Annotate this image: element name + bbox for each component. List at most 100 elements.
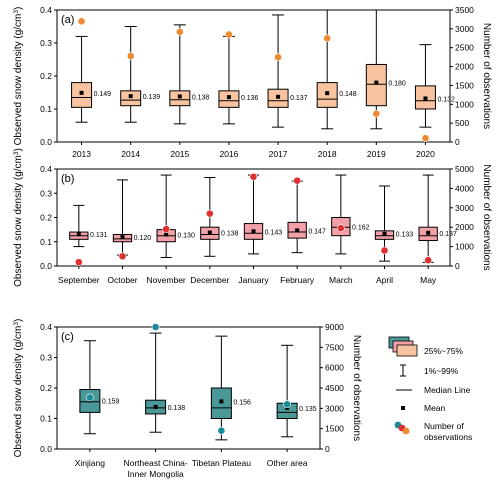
box-2: 2015 0.138 — [169, 24, 209, 159]
mean-marker — [79, 90, 84, 95]
box-2: November 0.130 — [147, 174, 195, 285]
mean-marker — [153, 404, 158, 409]
observations-marker — [175, 27, 184, 36]
y2-axis-label: Number of observations — [481, 23, 492, 129]
panel-a: (a) 0.0 0.1 0.2 0.3 0.4 0 500 1000 1500 2000 2500 30… — [13, 5, 493, 159]
x-tick-label: Tibetan Plateau — [192, 458, 251, 468]
x-tick-label: 2017 — [269, 149, 288, 159]
mean-label: 0.162 — [352, 225, 370, 232]
mean-label: 0.120 — [134, 235, 152, 242]
mean-marker — [382, 231, 387, 236]
y2-tick-label: 0 — [455, 137, 460, 147]
y2-tick-label: 1500 — [455, 80, 474, 90]
mean-label: 0.148 — [339, 91, 357, 98]
box-0: Xinjiang 0.159 — [75, 340, 119, 468]
mean-label: 0.137 — [439, 231, 457, 238]
y-tick-label: 0.2 — [40, 213, 52, 223]
legend-obs-orange — [402, 427, 410, 435]
x-tick-label: November — [147, 275, 186, 285]
y2-tick-label: 2000 — [455, 222, 474, 232]
observations-marker — [323, 34, 332, 43]
observations-marker — [274, 53, 282, 62]
x-tick-label: 2013 — [72, 149, 91, 159]
mean-marker — [177, 94, 182, 99]
x-tick-label: 2016 — [219, 149, 238, 159]
x-tick-label: January — [238, 275, 269, 285]
y-tick-label: 0.2 — [40, 71, 52, 81]
x-tick-label: February — [280, 275, 315, 285]
mean-label: 0.143 — [265, 229, 283, 236]
plot-frame — [56, 326, 321, 450]
mean-marker — [219, 399, 224, 404]
mean-marker — [226, 95, 231, 100]
y-tick-label: 0.0 — [40, 137, 52, 147]
y2-tick-label: 1500 — [325, 424, 344, 434]
y2-tick-label: 0 — [455, 261, 460, 271]
box-1: October 0.120 — [107, 179, 152, 285]
y-tick-label: 0.3 — [40, 188, 52, 198]
observations-marker — [249, 172, 258, 181]
iqr-box — [120, 90, 142, 107]
legend-mean-label: Mean — [424, 403, 446, 413]
x-tick-label: 2019 — [367, 149, 386, 159]
observations-marker — [74, 258, 83, 267]
y-tick-label: 0.1 — [40, 104, 52, 114]
mean-marker — [423, 96, 428, 101]
panel-c: (c) 0.0 0.1 0.2 0.3 0.4 0 1500 3000 4500 6000 7500 9… — [13, 319, 363, 479]
observations-marker — [217, 426, 226, 435]
observations-marker — [380, 246, 389, 255]
x-tick-label: Northeast China- — [123, 458, 187, 468]
y2-tick-label: 4000 — [455, 183, 474, 193]
box-5: February 0.147 — [280, 176, 326, 285]
legend: 25%~75% 1%~99% Median Line Mean Number ofobs… — [388, 336, 472, 442]
mean-label: 0.136 — [241, 95, 259, 102]
y-tick-label: 0.3 — [40, 38, 52, 48]
mean-label: 0.132 — [437, 96, 455, 103]
y2-tick-label: 3000 — [455, 24, 474, 34]
y2-tick-label: 1000 — [455, 242, 474, 252]
box-3: 2016 0.136 — [218, 30, 259, 159]
y2-tick-label: 2000 — [455, 62, 474, 72]
y2-tick-label: 500 — [455, 118, 469, 128]
x-tick-label: December — [190, 275, 229, 285]
y2-tick-label: 3500 — [455, 5, 474, 15]
mean-label: 0.156 — [233, 399, 251, 406]
mean-marker — [276, 94, 281, 99]
mean-marker — [164, 232, 169, 237]
mean-marker — [251, 229, 256, 234]
y2-tick-label: 5000 — [455, 164, 474, 174]
box-7: April 0.133 — [374, 185, 414, 285]
mean-label: 0.137 — [290, 95, 308, 102]
x-tick-label: April — [376, 275, 393, 285]
panel-label: (c) — [61, 331, 74, 343]
legend-observations-label-2: observations — [424, 432, 472, 442]
y2-tick-label: 9000 — [325, 322, 344, 332]
observations-marker — [162, 225, 171, 234]
mean-label: 0.149 — [94, 91, 112, 98]
mean-marker — [207, 230, 212, 235]
y2-tick-label: 4500 — [325, 383, 344, 393]
y2-tick-label: 2500 — [455, 43, 474, 53]
box-8: May 0.137 — [418, 174, 457, 285]
mean-label: 0.135 — [299, 406, 317, 413]
box-4: January 0.143 — [238, 172, 283, 285]
mean-label: 0.133 — [396, 232, 414, 239]
observations-marker — [424, 256, 433, 265]
plot-frame — [56, 9, 451, 143]
x-tick-label: Inner Mongolia — [128, 469, 185, 479]
box-1: Northeast China-Inner Mongolia 0.138 — [123, 323, 188, 479]
y-tick-label: 0.4 — [40, 164, 52, 174]
mean-marker — [426, 230, 431, 235]
legend-observations-label: Number of — [424, 421, 464, 431]
mean-marker — [120, 234, 125, 239]
panel-label: (a) — [61, 14, 74, 26]
box-3: Other area 0.135 — [267, 344, 317, 468]
legend-mean-icon — [401, 406, 405, 410]
mean-marker — [325, 91, 330, 96]
box-3: December 0.138 — [190, 176, 239, 285]
box-0: 2013 0.149 — [71, 17, 112, 159]
box-6: 2019 0.180 — [365, 9, 406, 159]
x-tick-label: 2018 — [318, 149, 337, 159]
y-tick-label: 0.4 — [40, 5, 52, 15]
